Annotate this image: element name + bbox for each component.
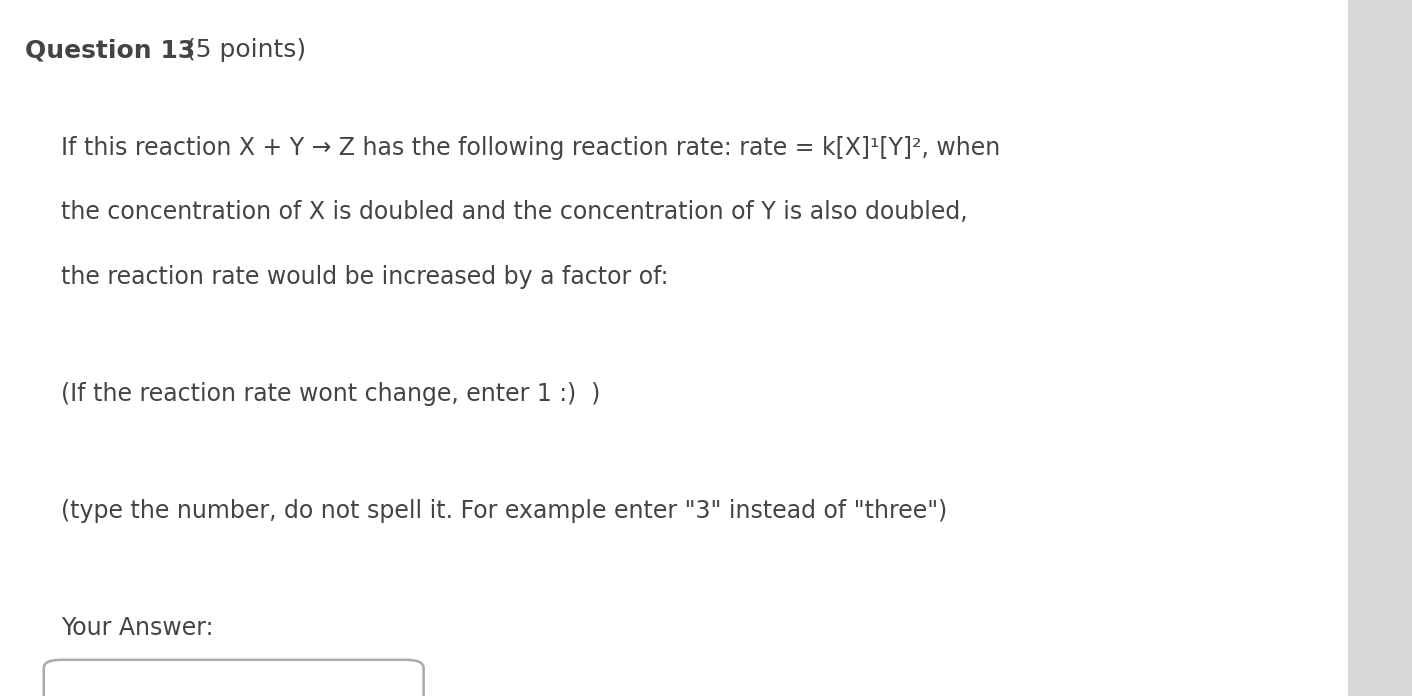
FancyBboxPatch shape [1348, 0, 1412, 696]
Text: (type the number, do not spell it. For example enter "3" instead of "three"): (type the number, do not spell it. For e… [61, 499, 947, 523]
Text: the reaction rate would be increased by a factor of:: the reaction rate would be increased by … [61, 265, 668, 289]
Text: (If the reaction rate wont change, enter 1 :)  ): (If the reaction rate wont change, enter… [61, 382, 600, 406]
Text: Question 13: Question 13 [25, 38, 196, 62]
Text: Your Answer:: Your Answer: [61, 616, 213, 640]
Text: If this reaction X + Y → Z has the following reaction rate: rate = k[X]¹[Y]², wh: If this reaction X + Y → Z has the follo… [61, 136, 1000, 159]
Text: the concentration of X is doubled and the concentration of Y is also doubled,: the concentration of X is doubled and th… [61, 200, 967, 224]
Text: (5 points): (5 points) [178, 38, 306, 62]
FancyBboxPatch shape [44, 660, 424, 696]
